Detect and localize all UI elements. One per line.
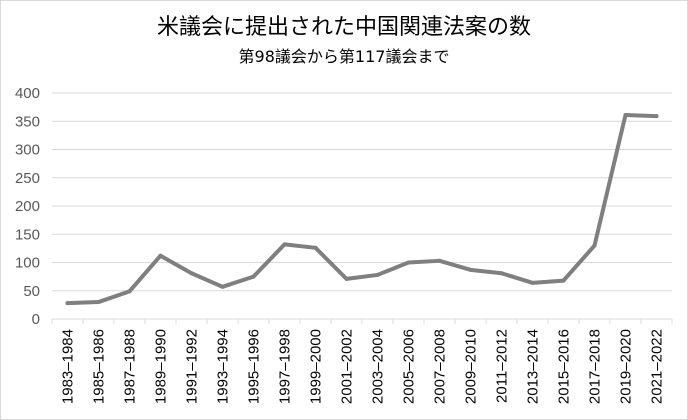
chart-subtitle: 第98議会から第117議会まで	[238, 47, 450, 66]
x-tick-label: 2007–2008	[432, 329, 449, 404]
x-tick-label: 2009–2010	[463, 329, 480, 404]
data-point	[530, 280, 535, 285]
x-tick-label: 1993–1994	[215, 329, 232, 404]
data-point	[313, 245, 318, 250]
data-point	[344, 276, 349, 281]
y-tick-label: 150	[15, 226, 40, 243]
y-tick-label: 350	[15, 113, 40, 130]
y-tick-label: 0	[32, 311, 40, 328]
x-tick-label: 1987–1988	[122, 329, 139, 404]
x-tick-label: 2015–2016	[556, 329, 573, 404]
x-tick-label: 2001–2002	[339, 329, 356, 404]
data-point	[282, 242, 287, 247]
x-tick-label: 1999–2000	[308, 329, 325, 404]
y-tick-label: 50	[23, 283, 40, 300]
y-tick-label: 400	[15, 85, 40, 102]
data-point	[375, 272, 380, 277]
data-point	[468, 267, 473, 272]
data-point	[623, 113, 628, 118]
data-point	[592, 243, 597, 248]
x-tick-label: 2021–2022	[649, 329, 666, 404]
x-tick-label: 2011–2012	[494, 329, 511, 403]
x-tick-label: 1991–1992	[184, 329, 201, 404]
x-tick-label: 2017–2018	[587, 329, 604, 404]
y-tick-label: 250	[15, 170, 40, 187]
x-tick-label: 1983–1984	[60, 329, 77, 404]
data-point	[220, 284, 225, 289]
data-point	[158, 253, 163, 258]
x-tick-label: 1997–1998	[277, 329, 294, 404]
data-point	[561, 278, 566, 283]
x-tick-label: 1995–1996	[246, 329, 263, 404]
x-tick-label: 1985–1986	[91, 329, 108, 404]
chart-title: 米議会に提出された中国関連法案の数	[156, 15, 531, 40]
y-tick-label: 200	[15, 198, 40, 215]
data-point	[96, 300, 101, 305]
data-point	[127, 289, 132, 294]
y-tick-label: 300	[15, 142, 40, 159]
x-tick-label: 2013–2014	[525, 329, 542, 404]
series-line	[65, 113, 659, 306]
data-point	[189, 271, 194, 276]
x-tick-label: 2019–2020	[618, 329, 635, 404]
y-tick-label: 100	[15, 255, 40, 272]
data-point	[654, 114, 659, 119]
data-point	[406, 260, 411, 265]
x-tick-label: 2003–2004	[370, 329, 387, 404]
x-tick-label: 1989–1990	[153, 329, 170, 404]
data-point	[437, 258, 442, 263]
data-point	[251, 274, 256, 279]
data-point	[65, 301, 70, 306]
x-tick-label: 2005–2006	[401, 329, 418, 404]
data-point	[499, 271, 504, 276]
